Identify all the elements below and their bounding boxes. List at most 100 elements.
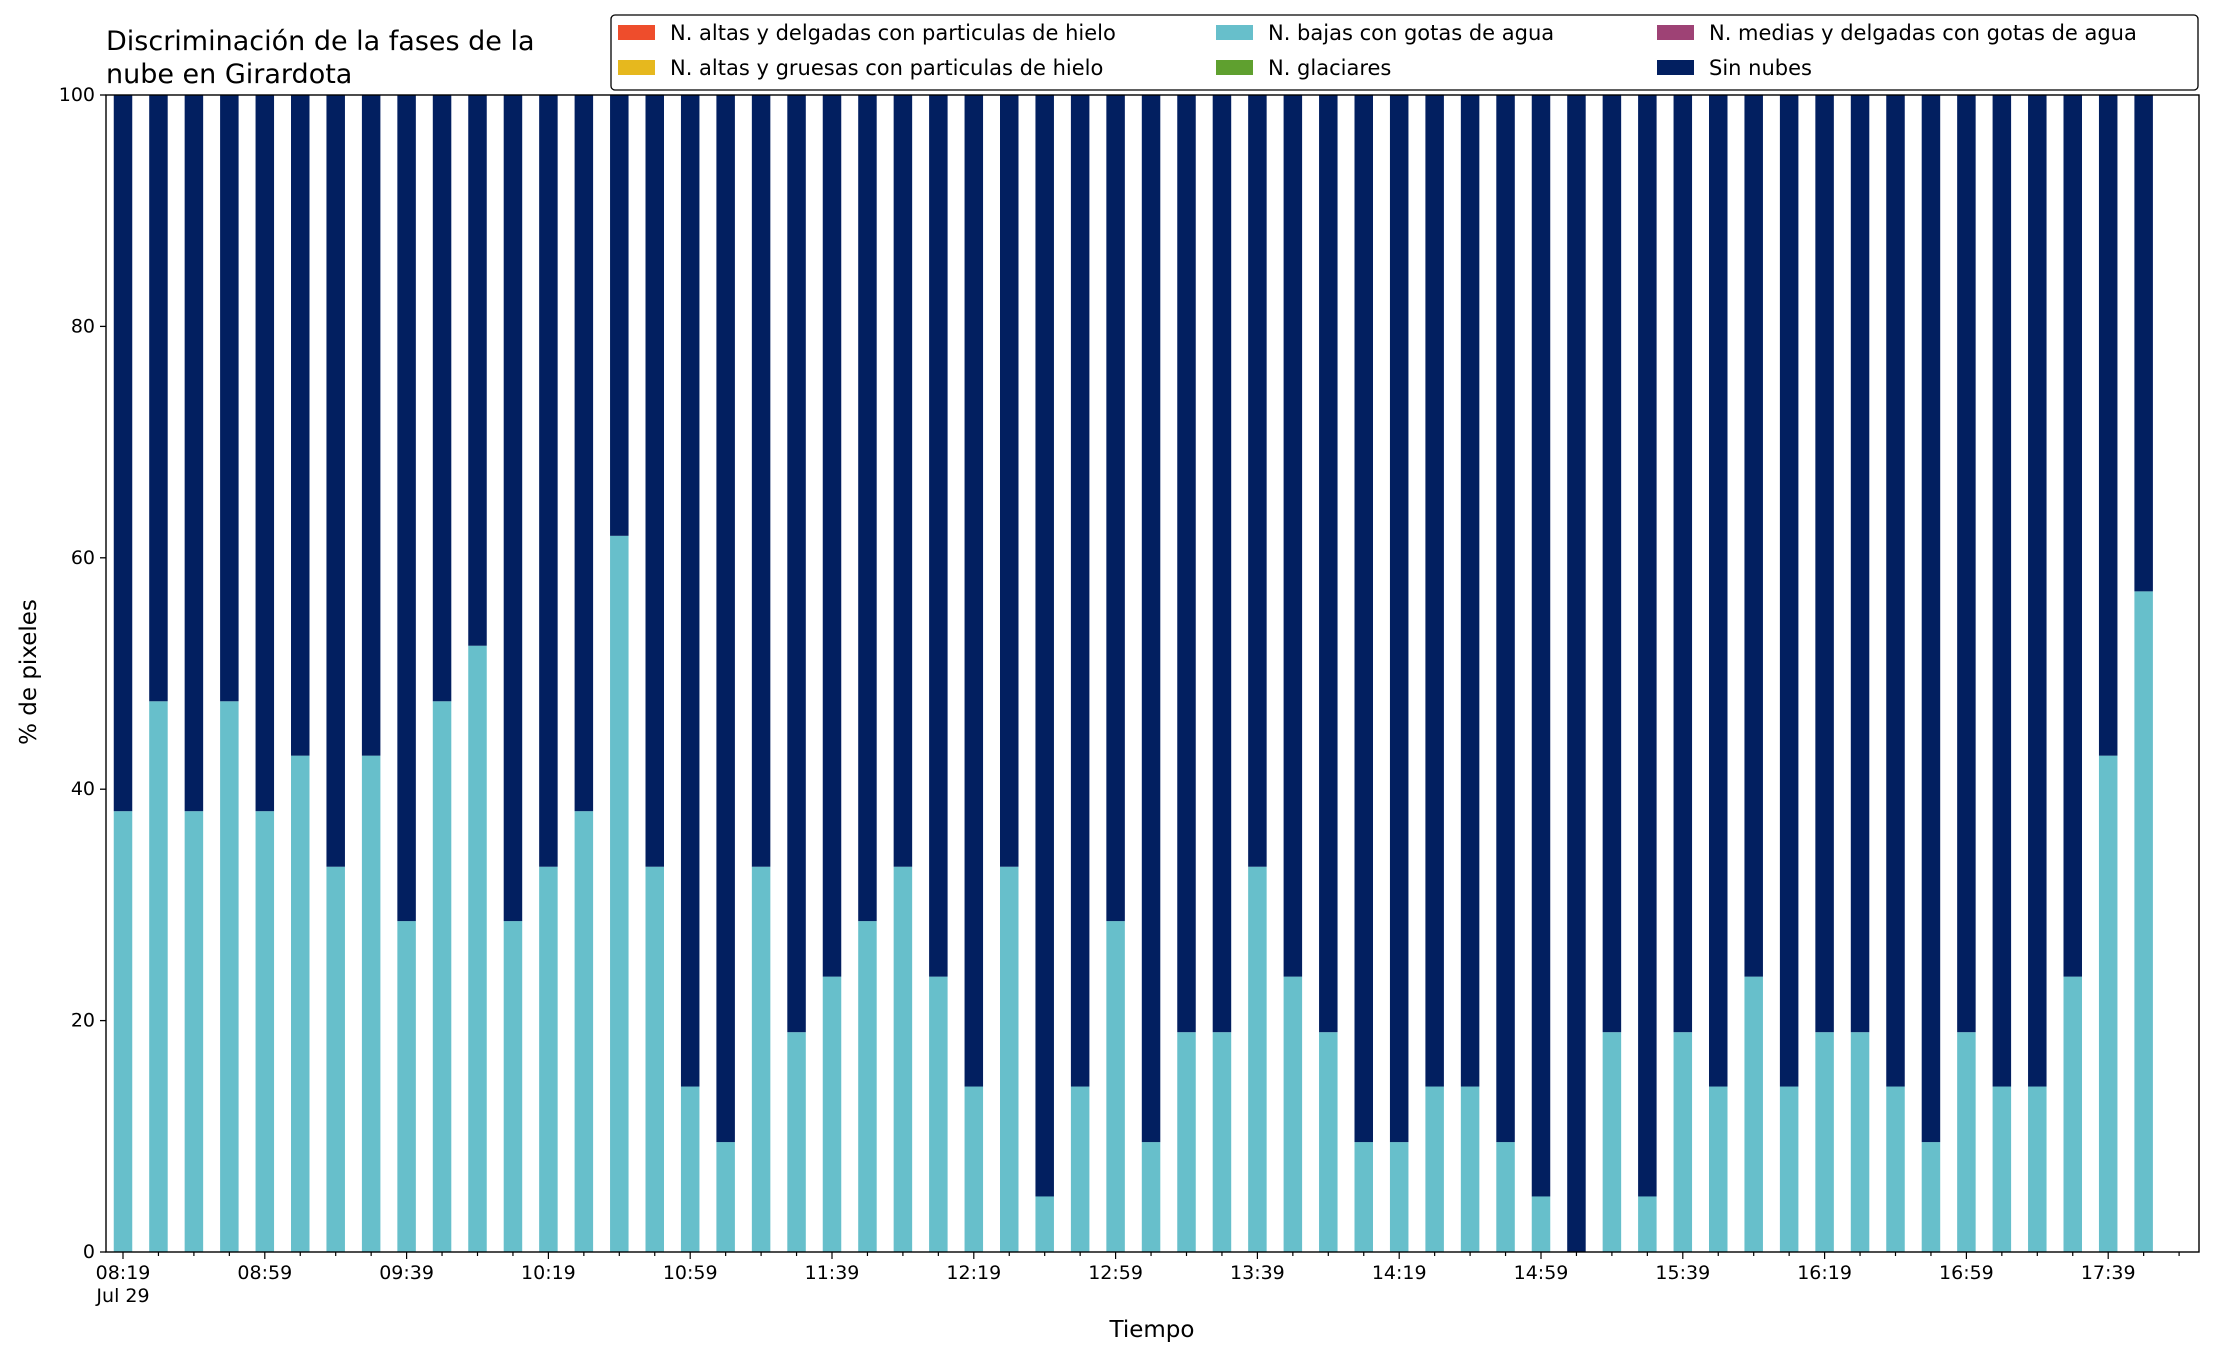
bar-segment-2-10	[468, 645, 487, 1252]
legend-swatch-0	[618, 25, 655, 40]
bar-segment-5-20	[822, 95, 842, 977]
bar-segment-5-45	[1709, 95, 1728, 1087]
bar-segment-2-49	[1850, 1032, 1870, 1252]
bar-segment-2-22	[893, 866, 913, 1252]
bar-segment-2-34	[1319, 1032, 1338, 1252]
bar-segment-5-56	[2098, 95, 2118, 756]
legend-label-4: N. medias y delgadas con gotas de agua	[1709, 21, 2137, 45]
bar-segment-5-9	[432, 95, 452, 702]
bar-segment-2-19	[787, 1032, 806, 1252]
bar-segment-2-43	[1638, 1196, 1657, 1252]
bar-segment-5-52	[1957, 95, 1976, 1033]
bar-segment-2-39	[1496, 1142, 1515, 1252]
legend-label-3: N. glaciares	[1268, 56, 1391, 80]
bar-segment-5-29	[1141, 95, 1161, 1143]
bars-group	[113, 95, 2153, 1252]
bar-segment-2-25	[1000, 866, 1019, 1252]
x-tick-label-14: 17:39	[2081, 1262, 2136, 1284]
legend-label-0: N. altas y delgadas con particulas de hi…	[670, 21, 1116, 45]
bar-segment-2-57	[2134, 591, 2153, 1252]
bar-segment-5-40	[1531, 95, 1551, 1197]
bar-segment-2-7	[361, 755, 381, 1252]
bar-segment-2-21	[858, 921, 877, 1252]
y-tick-label-5: 100	[59, 84, 95, 106]
bar-segment-5-35	[1354, 95, 1373, 1143]
bar-segment-2-14	[610, 535, 629, 1252]
legend-swatch-2	[1216, 25, 1253, 40]
x-tick-label-10: 14:59	[1514, 1262, 1569, 1284]
x-tick-label-1: 08:59	[237, 1262, 292, 1284]
bar-segment-2-30	[1177, 1032, 1196, 1252]
plot-frame	[105, 94, 2200, 1253]
bar-segment-5-13	[574, 95, 594, 812]
bar-segment-2-5	[291, 755, 310, 1252]
x-tick-label-13: 16:59	[1939, 1262, 1994, 1284]
x-tick-label-8: 13:39	[1230, 1262, 1285, 1284]
bar-segment-5-22	[893, 95, 913, 867]
legend-label-1: N. altas y gruesas con particulas de hie…	[670, 56, 1103, 80]
bar-segment-5-46	[1744, 95, 1763, 977]
bar-segment-5-32	[1248, 95, 1267, 867]
bar-segment-2-16	[680, 1086, 700, 1252]
bar-segment-5-53	[1992, 95, 2012, 1087]
legend-swatch-5	[1657, 60, 1694, 75]
bar-segment-5-37	[1425, 95, 1444, 1087]
bar-segment-5-50	[1886, 95, 1905, 1087]
bar-segment-2-51	[1921, 1142, 1941, 1252]
bar-segment-5-15	[645, 95, 664, 867]
bar-segment-5-48	[1815, 95, 1834, 1033]
bar-segment-5-41	[1567, 95, 1586, 1252]
bar-segment-2-3	[220, 701, 239, 1252]
bar-segment-2-55	[2063, 976, 2082, 1252]
bar-segment-5-26	[1035, 95, 1054, 1197]
legend: N. altas y delgadas con particulas de hi…	[610, 14, 2199, 91]
bar-segment-5-42	[1602, 95, 1622, 1033]
bar-segment-5-23	[929, 95, 948, 977]
legend-label-2: N. bajas con gotas de agua	[1268, 21, 1554, 45]
x-tick-label-5: 11:39	[805, 1262, 860, 1284]
bar-segment-2-37	[1425, 1086, 1444, 1252]
bar-segment-5-24	[964, 95, 984, 1087]
bar-segment-5-8	[397, 95, 416, 922]
bar-segment-5-10	[468, 95, 487, 646]
bar-segment-2-48	[1815, 1032, 1834, 1252]
bar-segment-5-47	[1779, 95, 1799, 1087]
bar-segment-2-26	[1035, 1196, 1054, 1252]
bar-segment-5-28	[1106, 95, 1125, 922]
bar-segment-5-27	[1070, 95, 1090, 1087]
bar-segment-2-15	[645, 866, 664, 1252]
bar-segment-2-13	[574, 811, 594, 1252]
bar-segment-5-57	[2134, 95, 2153, 592]
y-tick-label-0: 0	[83, 1241, 95, 1263]
bar-segment-2-23	[929, 976, 948, 1252]
bar-segment-2-11	[503, 921, 523, 1252]
bar-segment-5-49	[1850, 95, 1870, 1033]
x-tick-label-2: 09:39	[379, 1262, 434, 1284]
bar-segment-5-4	[255, 95, 275, 812]
bar-segment-5-44	[1673, 95, 1693, 1033]
y-tick-label-3: 60	[71, 547, 95, 569]
bar-segment-2-53	[1992, 1086, 2012, 1252]
bar-segment-2-40	[1531, 1196, 1551, 1252]
bar-segment-5-12	[539, 95, 558, 867]
bar-segment-5-5	[291, 95, 310, 756]
bar-segment-2-18	[751, 866, 771, 1252]
bar-segment-2-9	[432, 701, 452, 1252]
bar-segment-5-1	[149, 95, 168, 702]
bar-segment-2-38	[1460, 1086, 1480, 1252]
bar-segment-2-24	[964, 1086, 984, 1252]
x-tick-sublabel-0: Jul 29	[95, 1285, 149, 1307]
legend-swatch-3	[1216, 60, 1253, 75]
legend-swatch-1	[618, 60, 655, 75]
bar-segment-2-35	[1354, 1142, 1373, 1252]
chart-title-line-1: Discriminación de la fases de la	[106, 26, 535, 57]
bar-segment-2-0	[113, 811, 133, 1252]
legend-label-5: Sin nubes	[1709, 56, 1812, 80]
titles-group: Discriminación de la fases de la nube en…	[16, 26, 1194, 1343]
bar-segment-5-16	[680, 95, 700, 1087]
bar-segment-2-45	[1709, 1086, 1728, 1252]
bar-segment-2-2	[184, 811, 204, 1252]
bar-segment-5-39	[1496, 95, 1515, 1143]
